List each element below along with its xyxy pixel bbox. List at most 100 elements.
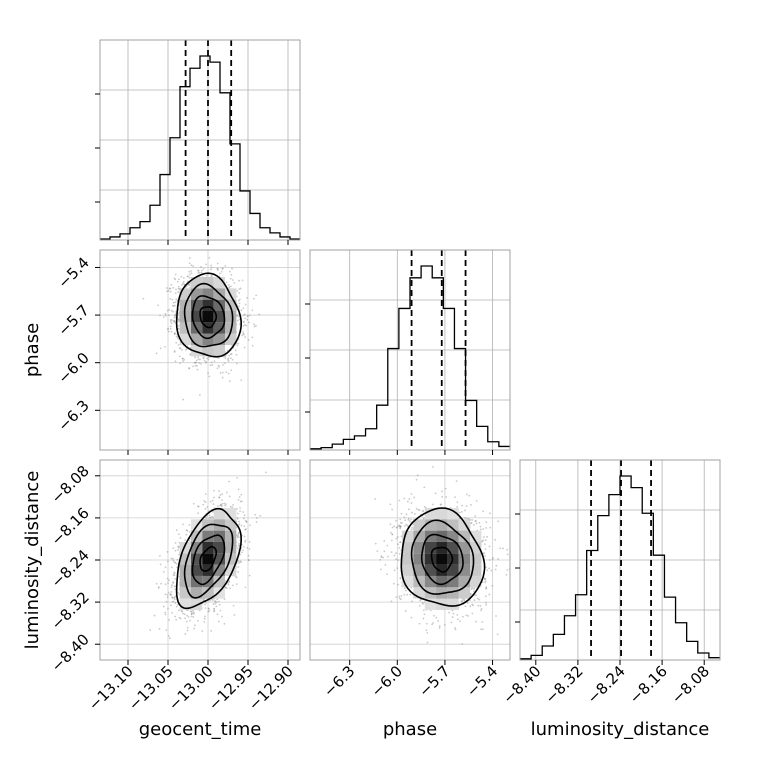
- density-cell: [213, 322, 225, 334]
- sample-point: [242, 331, 245, 333]
- sample-point: [409, 593, 412, 596]
- sample-point: [445, 496, 448, 498]
- sample-point: [434, 492, 437, 495]
- sample-point: [475, 522, 478, 525]
- sample-point: [170, 557, 173, 560]
- sample-point: [184, 617, 186, 620]
- sample-point: [179, 347, 181, 350]
- sample-point: [236, 517, 239, 520]
- x-tick-label-luminosity_distance: −8.08: [668, 662, 713, 707]
- sample-point: [224, 265, 227, 267]
- sample-point: [202, 598, 205, 601]
- density-cell: [213, 311, 225, 323]
- sample-point: [395, 558, 397, 560]
- sample-point: [485, 603, 488, 606]
- sample-point: [173, 561, 176, 564]
- sample-point: [463, 599, 466, 602]
- density-cell: [424, 553, 437, 565]
- sample-point: [227, 357, 230, 360]
- sample-point: [186, 614, 188, 617]
- sample-point: [175, 335, 178, 338]
- sample-point: [441, 490, 443, 493]
- density-cell: [470, 541, 482, 554]
- sample-point: [216, 262, 219, 265]
- sample-point: [186, 275, 189, 278]
- density-cell: [191, 311, 203, 323]
- sample-point: [486, 535, 488, 538]
- density-cell: [447, 541, 459, 554]
- sample-point: [246, 318, 249, 321]
- density-cell: [402, 530, 414, 542]
- sample-point: [230, 285, 232, 288]
- sample-point: [405, 523, 408, 526]
- sample-point: [238, 544, 241, 547]
- sample-point: [173, 332, 176, 335]
- sample-point: [175, 618, 178, 621]
- sample-point: [235, 362, 238, 365]
- sample-point: [475, 499, 478, 502]
- sample-point: [407, 518, 410, 521]
- density-cell: [424, 575, 437, 588]
- sample-point: [237, 532, 240, 535]
- sample-point: [399, 525, 402, 527]
- density-cell: [202, 333, 214, 345]
- sample-point: [220, 270, 223, 273]
- sample-point: [178, 287, 180, 290]
- sample-point: [399, 541, 401, 544]
- sample-point: [159, 347, 162, 350]
- sample-point: [255, 517, 258, 519]
- sample-point: [253, 323, 255, 326]
- sample-point: [218, 496, 221, 499]
- sample-point: [222, 364, 224, 366]
- sample-point: [172, 305, 175, 308]
- x-tick-label-luminosity_distance: −8.16: [626, 662, 671, 707]
- sample-point: [237, 299, 240, 302]
- hist-panel-phase: [305, 249, 511, 455]
- sample-point: [179, 347, 182, 350]
- sample-point: [217, 600, 220, 603]
- density-cell: [191, 277, 203, 289]
- sample-point: [253, 325, 256, 328]
- sample-point: [395, 519, 398, 522]
- sample-point: [399, 527, 402, 530]
- sample-point: [495, 564, 498, 567]
- sample-point: [422, 510, 424, 513]
- sample-point: [172, 557, 174, 560]
- sample-point: [167, 635, 170, 637]
- sample-point: [204, 361, 207, 364]
- sample-point: [426, 631, 429, 634]
- sample-point: [182, 612, 184, 615]
- panel-frame: [99, 39, 301, 241]
- contour-line: [199, 306, 218, 329]
- sample-point: [243, 320, 245, 323]
- sample-point: [473, 588, 476, 590]
- sample-point: [230, 352, 233, 355]
- sample-point: [227, 372, 230, 375]
- sample-point: [190, 270, 192, 272]
- sample-point: [456, 501, 459, 504]
- sample-point: [219, 372, 222, 374]
- sample-point: [423, 517, 425, 519]
- density-cell: [202, 587, 214, 599]
- sample-point: [237, 571, 240, 573]
- sample-point: [265, 471, 267, 474]
- sample-point: [170, 309, 173, 312]
- sample-point: [182, 277, 185, 279]
- sample-point: [395, 526, 398, 529]
- density-cell: [213, 507, 225, 520]
- sample-point: [218, 365, 220, 368]
- density-cell: [424, 507, 437, 520]
- sample-point: [166, 560, 169, 563]
- sample-point: [194, 356, 196, 359]
- sample-point: [431, 623, 433, 626]
- sample-point: [168, 618, 171, 621]
- sample-point: [485, 587, 488, 589]
- sample-point: [172, 304, 174, 307]
- density-cell: [436, 564, 448, 576]
- sample-point: [231, 506, 234, 509]
- sample-point: [255, 324, 257, 327]
- sample-point: [471, 519, 473, 521]
- sample-point: [209, 364, 212, 367]
- sample-point: [244, 519, 247, 522]
- sample-point: [176, 558, 179, 561]
